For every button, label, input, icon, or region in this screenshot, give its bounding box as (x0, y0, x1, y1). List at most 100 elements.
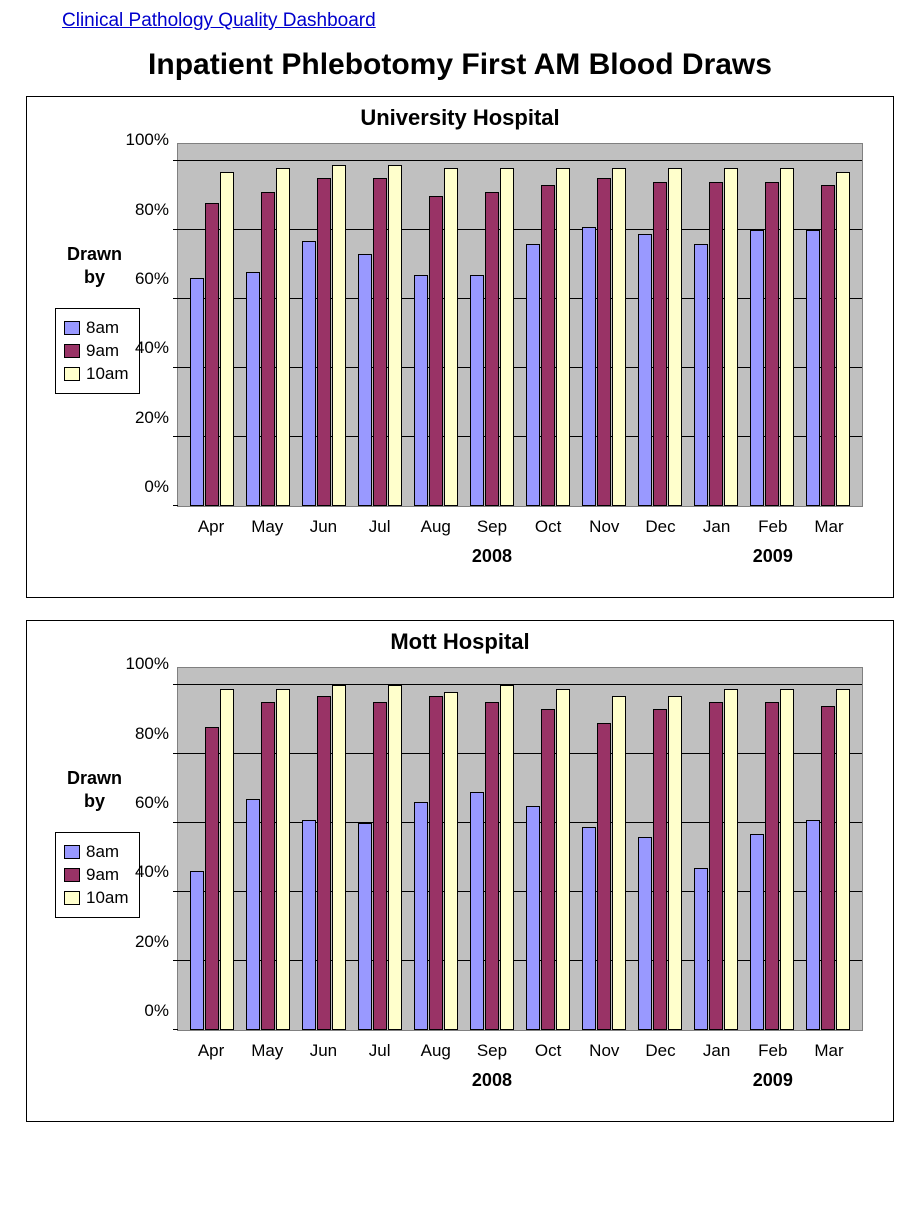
bar (332, 165, 346, 506)
bar (205, 727, 219, 1030)
bar (246, 799, 260, 1030)
ytick-label: 40% (135, 862, 169, 882)
legend-item: 8am (64, 318, 129, 338)
year-label: 2008 (464, 1070, 520, 1091)
bar (694, 868, 708, 1030)
xtick-label: Aug (408, 517, 464, 537)
bar (485, 192, 499, 506)
xtick-label: Feb (745, 517, 801, 537)
legend-label: 9am (86, 865, 119, 885)
year-label (408, 546, 464, 567)
bar (582, 827, 596, 1030)
bar (500, 685, 514, 1030)
legend-swatch (64, 344, 80, 358)
bar (612, 168, 626, 506)
bar (302, 820, 316, 1030)
bar (612, 696, 626, 1030)
bar (541, 185, 555, 506)
chart-frame: Mott HospitalDrawnby8am9am10am0%20%40%60… (26, 620, 894, 1122)
bar-group (296, 668, 352, 1030)
legend-label: 10am (86, 364, 129, 384)
bar (373, 178, 387, 506)
legend-label: 10am (86, 888, 129, 908)
bar (276, 168, 290, 506)
year-label (632, 1070, 688, 1091)
bar (220, 689, 234, 1030)
bar (597, 723, 611, 1030)
bar (750, 230, 764, 506)
bar (388, 685, 402, 1030)
bar-group (576, 668, 632, 1030)
chart-title: University Hospital (27, 105, 893, 131)
bar (638, 234, 652, 506)
bar (302, 241, 316, 506)
bar (190, 871, 204, 1030)
year-label: 2008 (464, 546, 520, 567)
year-label (408, 1070, 464, 1091)
bar (526, 244, 540, 506)
chart-title: Mott Hospital (27, 629, 893, 655)
xtick-label: Nov (576, 517, 632, 537)
bar-group (800, 668, 856, 1030)
bar (709, 702, 723, 1030)
plot-area (177, 667, 863, 1031)
ytick-label: 20% (135, 932, 169, 952)
xtick-label: Apr (183, 517, 239, 537)
xtick-label: Mar (801, 1041, 857, 1061)
bar (668, 696, 682, 1030)
bar (444, 692, 458, 1030)
bar (709, 182, 723, 506)
xtick-label: Nov (576, 1041, 632, 1061)
bar (261, 192, 275, 506)
xtick-label: Oct (520, 1041, 576, 1061)
year-label (576, 1070, 632, 1091)
bar (765, 182, 779, 506)
bar (750, 834, 764, 1031)
ytick-label: 60% (135, 269, 169, 289)
bar-group (520, 668, 576, 1030)
legend-item: 10am (64, 364, 129, 384)
legend-item: 8am (64, 842, 129, 862)
bar (694, 244, 708, 506)
year-label (295, 1070, 351, 1091)
legend-label: 8am (86, 318, 119, 338)
legend-swatch (64, 891, 80, 905)
xtick-label: Aug (408, 1041, 464, 1061)
bar (582, 227, 596, 506)
bar-group (240, 668, 296, 1030)
year-label (295, 546, 351, 567)
yaxis-title: Drawnby (67, 767, 122, 812)
legend-swatch (64, 868, 80, 882)
year-label (520, 546, 576, 567)
bar (556, 689, 570, 1030)
xtick-label: May (239, 1041, 295, 1061)
bar (821, 185, 835, 506)
legend-item: 9am (64, 865, 129, 885)
ytick-label: 100% (126, 654, 169, 674)
bar-group (744, 668, 800, 1030)
xtick-label: Jun (295, 517, 351, 537)
bar (653, 709, 667, 1030)
xtick-label: May (239, 517, 295, 537)
year-label (520, 1070, 576, 1091)
bar (388, 165, 402, 506)
bar-group (184, 144, 240, 506)
legend-swatch (64, 367, 80, 381)
ytick-label: 0% (144, 477, 169, 497)
xtick-label: Jan (689, 1041, 745, 1061)
year-label (239, 546, 295, 567)
ytick-label: 60% (135, 793, 169, 813)
ytick-label: 40% (135, 338, 169, 358)
bar-group (632, 144, 688, 506)
bar (556, 168, 570, 506)
year-label (352, 1070, 408, 1091)
main-title: Inpatient Phlebotomy First AM Blood Draw… (12, 48, 908, 82)
bar (780, 168, 794, 506)
bar (668, 168, 682, 506)
dashboard-link[interactable]: Clinical Pathology Quality Dashboard (62, 10, 376, 32)
bar (806, 820, 820, 1030)
year-label (801, 546, 857, 567)
bar (470, 792, 484, 1030)
legend: 8am 9am 10am (55, 832, 140, 918)
bar (358, 823, 372, 1030)
